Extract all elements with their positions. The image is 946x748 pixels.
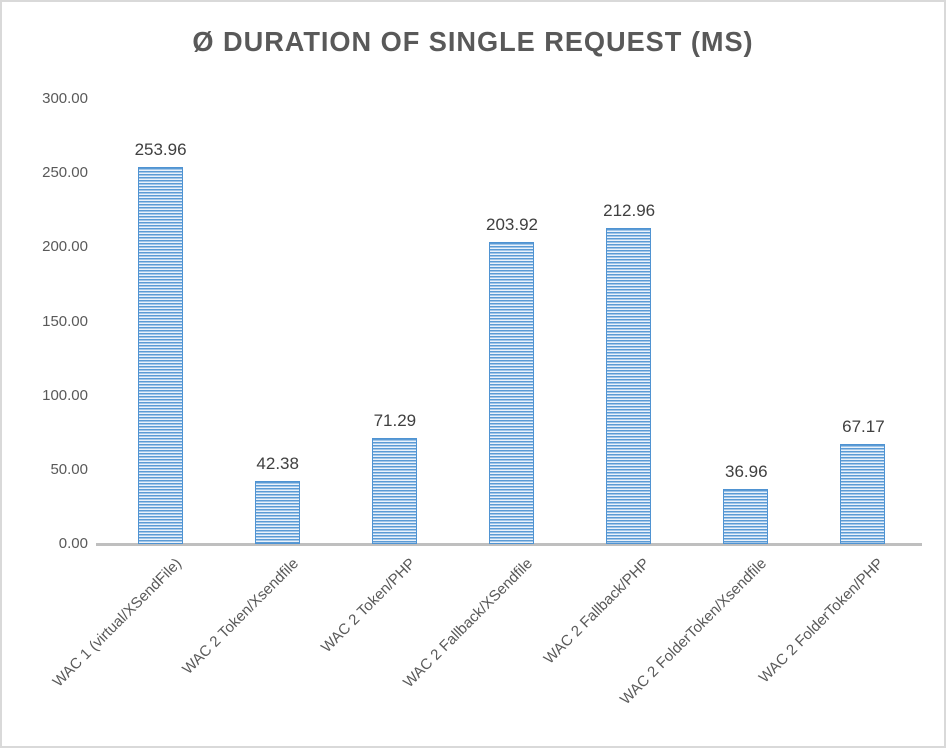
y-tick-label: 100.00 — [42, 386, 88, 404]
chart-title: Ø DURATION OF SINGLE REQUEST (MS) — [192, 26, 754, 57]
bar — [840, 444, 886, 544]
bar-value-label: 42.38 — [256, 454, 299, 474]
bar — [606, 228, 652, 544]
bar-value-label: 67.17 — [842, 417, 885, 437]
bar-group: 212.96 — [571, 99, 688, 544]
bar-value-label: 36.96 — [724, 462, 768, 482]
bar — [723, 489, 769, 544]
y-tick-label: 250.00 — [42, 164, 88, 182]
bar-group: 203.92 — [453, 99, 570, 544]
y-tick-label: 50.00 — [50, 460, 88, 478]
bar — [137, 167, 183, 544]
bar — [254, 481, 300, 544]
bar — [371, 438, 417, 544]
y-tick-label: 200.00 — [42, 238, 88, 256]
bar-group: 42.38 — [219, 99, 336, 544]
bar-group: 36.96 — [688, 99, 805, 544]
plot-area: 253.96 42.38 71.29 203.92 212.96 36.96 67.17 — [102, 99, 922, 544]
bar-group: 67.17 — [805, 99, 922, 544]
bar-value-label: 203.92 — [485, 214, 538, 234]
bar-value-label: 212.96 — [603, 201, 656, 221]
y-tick-label: 300.00 — [42, 90, 88, 107]
y-tick-label: 0.00 — [58, 535, 88, 552]
bar-group: 71.29 — [336, 99, 453, 544]
bar-group: 253.96 — [102, 99, 219, 544]
bar — [488, 241, 534, 544]
bar-value-label: 253.96 — [134, 140, 187, 160]
y-tick-label: 150.00 — [42, 312, 88, 330]
bar-value-label: 71.29 — [373, 411, 417, 431]
x-axis-line — [96, 543, 922, 546]
